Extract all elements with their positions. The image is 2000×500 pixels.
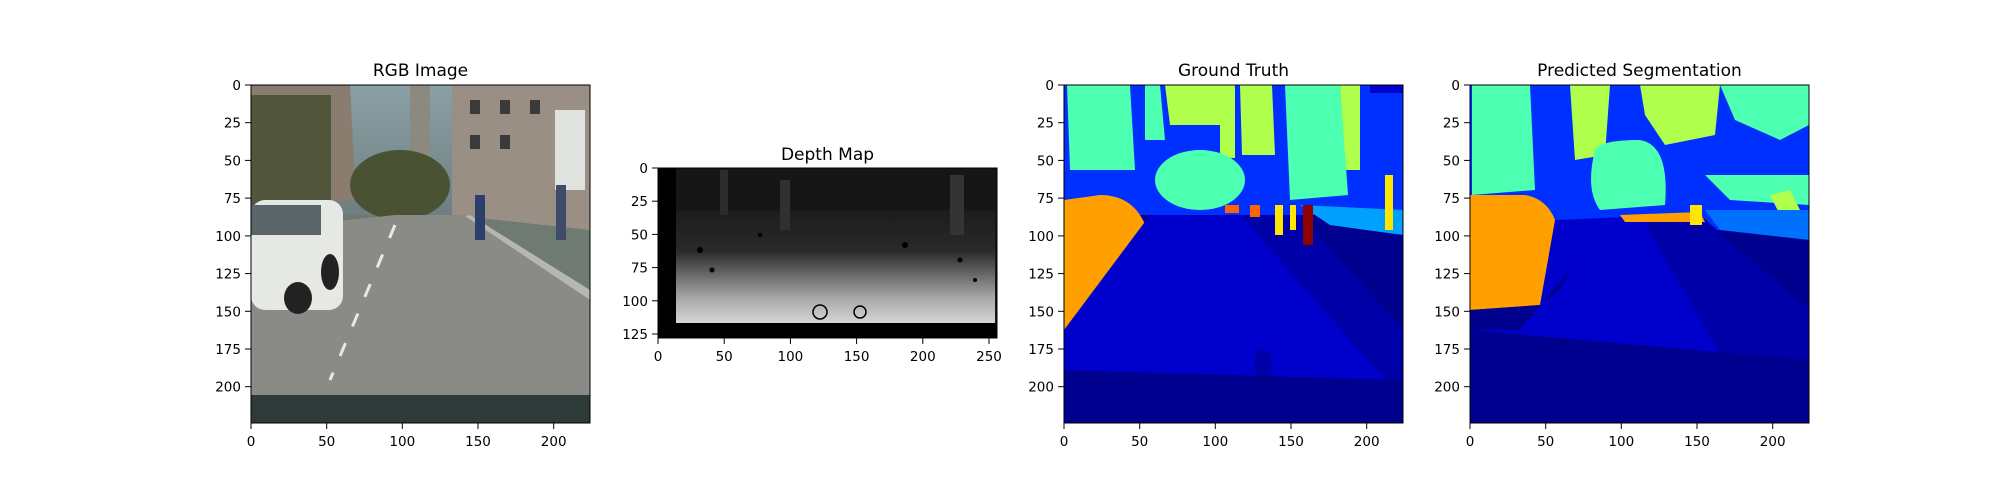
y-tick-label: 125 bbox=[1028, 267, 1054, 283]
panel-ground-truth: Ground Truth bbox=[1028, 61, 1404, 450]
y-axis: 0 25 50 75 100 125 150 175 200 bbox=[1434, 78, 1470, 396]
y-tick-label: 200 bbox=[1028, 380, 1054, 396]
x-tick-label: 200 bbox=[1354, 434, 1380, 450]
panel-title: Ground Truth bbox=[1178, 61, 1289, 81]
x-tick-label: 100 bbox=[1202, 434, 1228, 450]
x-tick-label: 0 bbox=[654, 349, 663, 365]
y-tick-label: 100 bbox=[1434, 229, 1460, 245]
x-tick-label: 200 bbox=[910, 349, 936, 365]
y-tick-label: 25 bbox=[1037, 116, 1054, 132]
y-tick-label: 0 bbox=[232, 78, 241, 94]
y-tick-label: 150 bbox=[215, 304, 241, 320]
y-tick-label: 200 bbox=[215, 380, 241, 396]
x-tick-label: 100 bbox=[389, 434, 415, 450]
y-tick-label: 50 bbox=[1037, 153, 1054, 169]
y-tick-label: 100 bbox=[1028, 229, 1054, 245]
axes-frame bbox=[1469, 84, 1810, 424]
y-tick-label: 125 bbox=[1434, 267, 1460, 283]
y-axis: 0 25 50 75 100 125 bbox=[622, 161, 658, 343]
y-tick-label: 175 bbox=[1434, 342, 1460, 358]
x-tick-label: 50 bbox=[1537, 434, 1554, 450]
panel-predicted-segmentation: Predicted Segmentation bbox=[1434, 61, 1810, 450]
y-tick-label: 175 bbox=[215, 342, 241, 358]
y-axis: 0 25 50 75 100 125 150 175 200 bbox=[215, 78, 251, 396]
x-tick-label: 200 bbox=[541, 434, 567, 450]
y-tick-label: 200 bbox=[1434, 380, 1460, 396]
panel-title: RGB Image bbox=[373, 61, 468, 81]
axes-frame bbox=[657, 167, 998, 339]
x-axis: 0 50 100 150 200 bbox=[1060, 423, 1380, 450]
y-tick-label: 0 bbox=[639, 161, 648, 177]
y-tick-label: 75 bbox=[1037, 191, 1054, 207]
y-axis: 0 25 50 75 100 125 150 175 200 bbox=[1028, 78, 1064, 396]
y-tick-label: 50 bbox=[1443, 153, 1460, 169]
x-tick-label: 250 bbox=[976, 349, 1002, 365]
y-tick-label: 0 bbox=[1045, 78, 1054, 94]
panel-rgb-image: RGB Image bbox=[215, 61, 591, 450]
y-tick-label: 25 bbox=[631, 194, 648, 210]
x-tick-label: 0 bbox=[1060, 434, 1069, 450]
y-tick-label: 25 bbox=[1443, 116, 1460, 132]
y-tick-label: 75 bbox=[631, 261, 648, 277]
x-tick-label: 50 bbox=[1131, 434, 1148, 450]
y-tick-label: 150 bbox=[1434, 304, 1460, 320]
x-tick-label: 200 bbox=[1760, 434, 1786, 450]
x-tick-label: 150 bbox=[1278, 434, 1304, 450]
predicted-segmentation bbox=[1470, 85, 1809, 423]
y-tick-label: 75 bbox=[224, 191, 241, 207]
y-tick-label: 25 bbox=[224, 116, 241, 132]
y-tick-label: 175 bbox=[1028, 342, 1054, 358]
axes-frame bbox=[250, 84, 591, 424]
x-axis: 0 50 100 150 200 250 bbox=[654, 338, 1002, 365]
x-axis: 0 50 100 150 200 bbox=[247, 423, 567, 450]
y-tick-label: 125 bbox=[215, 267, 241, 283]
depth-image bbox=[658, 168, 997, 338]
panel-title: Predicted Segmentation bbox=[1537, 61, 1742, 81]
x-tick-label: 100 bbox=[778, 349, 804, 365]
y-tick-label: 100 bbox=[622, 294, 648, 310]
x-tick-label: 100 bbox=[1608, 434, 1634, 450]
x-tick-label: 0 bbox=[247, 434, 256, 450]
x-tick-label: 150 bbox=[465, 434, 491, 450]
x-tick-label: 50 bbox=[716, 349, 733, 365]
panel-title: Depth Map bbox=[781, 145, 874, 165]
axes-frame bbox=[1063, 84, 1404, 424]
x-tick-label: 50 bbox=[318, 434, 335, 450]
x-tick-label: 150 bbox=[1684, 434, 1710, 450]
x-tick-label: 0 bbox=[1466, 434, 1475, 450]
panel-depth-map: Depth Map 0 50 bbox=[622, 145, 1002, 365]
x-axis: 0 50 100 150 200 bbox=[1466, 423, 1786, 450]
y-tick-label: 150 bbox=[1028, 304, 1054, 320]
y-tick-label: 50 bbox=[631, 227, 648, 243]
y-tick-label: 50 bbox=[224, 153, 241, 169]
y-tick-label: 0 bbox=[1451, 78, 1460, 94]
rgb-image bbox=[251, 85, 590, 423]
ground-truth-segmentation bbox=[1064, 85, 1403, 423]
y-tick-label: 75 bbox=[1443, 191, 1460, 207]
y-tick-label: 100 bbox=[215, 229, 241, 245]
y-tick-label: 125 bbox=[622, 327, 648, 343]
x-tick-label: 150 bbox=[844, 349, 870, 365]
